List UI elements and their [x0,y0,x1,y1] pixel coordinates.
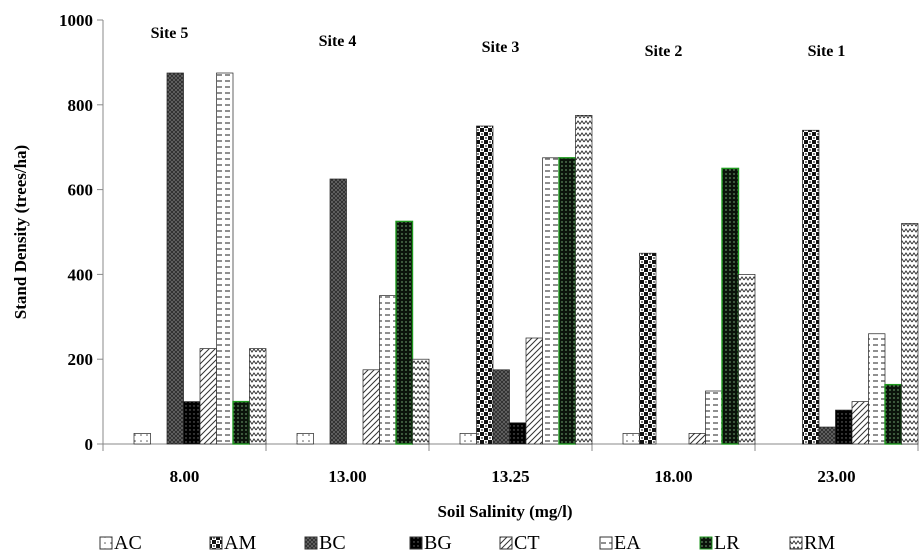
bar-ct-13.25 [525,337,543,445]
bar-bc-8.00 [166,72,184,445]
site-label: Site 1 [808,43,846,60]
legend-swatch-ct [499,536,513,550]
bar-lr-13.00 [395,220,414,445]
legend-swatch-ac [99,536,113,550]
bar-ea-13.00 [379,295,397,445]
bar-bc-13.00 [329,178,347,445]
y-tick-label: 1000 [59,11,93,30]
x-axis-label: Soil Salinity (mg/l) [437,502,572,521]
y-tick-label: 200 [68,350,94,369]
bar-ac-18.00 [622,433,640,445]
bar-ac-13.25 [459,433,477,445]
legend-label-lr: LR [714,532,740,554]
site-labels: Site 5 Site 4 Site 3 Site 2 Site 1 [151,25,846,60]
bar-am-18.00 [639,252,657,445]
bar-bc-23.00 [818,426,836,445]
bar-rm-13.00 [412,358,430,445]
bar-rm-13.25 [575,115,593,445]
site-label: Site 2 [645,43,683,60]
axes: 0 200 400 600 800 1000 8.00 13.00 13.25 18.00 23.0… [59,11,919,486]
bar-bg-23.00 [835,409,853,445]
site-label: Site 4 [319,33,357,50]
x-tick-label: 23.00 [817,467,855,486]
legend: AC AM BC BG CT EA LR RM [99,532,835,554]
y-axis-label: Stand Density (trees/ha) [11,145,30,319]
y-tick-label: 600 [68,181,94,200]
legend-label-rm: RM [804,532,835,554]
legend-swatch-bg [409,536,423,550]
bar-bc-13.25 [492,369,510,445]
bar-am-13.25 [476,125,494,445]
bar-lr-23.00 [884,383,903,445]
y-tick-label: 400 [68,265,94,284]
bar-ac-8.00 [133,433,151,445]
bar-ea-8.00 [216,72,234,445]
legend-label-ea: EA [614,532,641,554]
y-tick-label: 0 [85,435,94,454]
x-tick-label: 13.00 [328,467,366,486]
legend-swatch-rm [789,536,803,550]
bar-rm-8.00 [249,348,267,445]
bars [133,72,919,445]
legend-label-bg: BG [424,532,452,554]
legend-swatch-bc [304,536,318,550]
bar-ea-13.25 [542,157,560,445]
bar-rm-18.00 [738,274,756,445]
bar-ct-23.00 [851,401,869,445]
bar-lr-8.00 [232,400,251,445]
legend-label-bc: BC [319,532,346,554]
legend-label-ct: CT [514,532,540,554]
bar-ct-13.00 [362,369,380,445]
bar-rm-23.00 [901,223,919,445]
legend-label-ac: AC [114,532,142,554]
legend-swatch-ea [599,536,613,550]
bar-bg-13.25 [509,422,527,445]
bar-ct-18.00 [688,433,706,445]
bar-lr-13.25 [558,157,577,445]
legend-swatch-lr [699,536,713,550]
site-label: Site 3 [482,39,520,56]
x-tick-label: 8.00 [170,467,200,486]
bar-ea-18.00 [705,390,723,445]
site-label: Site 5 [151,25,189,42]
bar-ct-8.00 [199,348,217,445]
legend-label-am: AM [224,532,256,554]
x-tick-label: 18.00 [654,467,692,486]
bar-ac-13.00 [296,433,314,445]
bar-ea-23.00 [868,333,886,445]
bar-am-23.00 [802,129,820,445]
x-tick-label: 13.25 [491,467,529,486]
bar-bg-8.00 [183,401,201,445]
legend-swatch-am [209,536,223,550]
bar-lr-18.00 [721,167,740,445]
y-tick-label: 800 [68,96,94,115]
